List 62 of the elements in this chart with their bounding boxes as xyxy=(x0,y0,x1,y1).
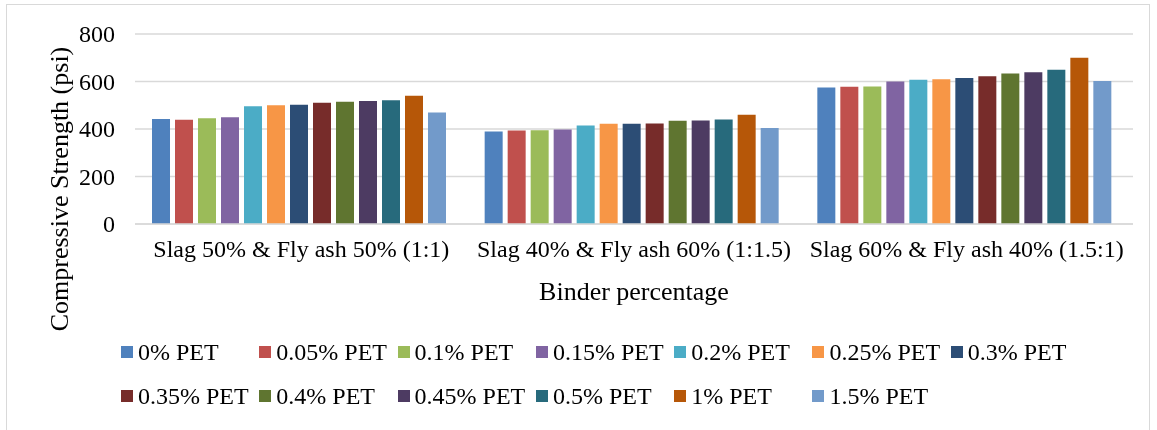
legend-label: 0.35% PET xyxy=(138,382,249,410)
bar xyxy=(760,128,779,224)
bar xyxy=(221,117,239,224)
bar xyxy=(978,76,997,224)
bar xyxy=(175,119,193,224)
legend-label: 0.5% PET xyxy=(552,382,652,410)
legend-label: 0.1% PET xyxy=(414,338,514,366)
bar xyxy=(599,123,618,224)
bar xyxy=(955,77,974,224)
bar xyxy=(714,119,733,224)
bar xyxy=(405,95,423,224)
bar xyxy=(622,123,641,224)
y-tick-label: 0 xyxy=(103,211,115,237)
legend-label: 0.3% PET xyxy=(967,338,1067,366)
legend-label: 0.15% PET xyxy=(552,338,664,366)
y-tick-label: 600 xyxy=(79,68,115,95)
bar xyxy=(382,100,400,224)
bar xyxy=(737,114,756,224)
x-axis-title: Binder percentage xyxy=(539,276,729,306)
legend-label: 0.2% PET xyxy=(691,338,790,366)
bar xyxy=(863,86,882,224)
bar xyxy=(691,120,710,224)
bar xyxy=(1047,69,1066,224)
bar xyxy=(1093,81,1112,224)
bar xyxy=(484,131,503,224)
y-tick-label: 800 xyxy=(79,21,115,47)
y-axis-title: Compressive Strength (psi) xyxy=(44,46,74,332)
bar xyxy=(553,129,572,224)
legend-label: 1.5% PET xyxy=(829,382,929,410)
bar xyxy=(840,86,859,224)
bar xyxy=(1070,57,1089,224)
legend-label: 0.25% PET xyxy=(829,338,941,366)
bar xyxy=(1024,72,1043,224)
bar xyxy=(290,104,308,224)
bar xyxy=(530,130,549,224)
x-tick-label: Slag 40% & Fly ash 60% (1:1.5) xyxy=(477,235,791,262)
bar xyxy=(152,119,170,224)
bar xyxy=(313,102,331,224)
bar xyxy=(817,87,836,224)
legend-label: 0.05% PET xyxy=(276,338,387,366)
bar xyxy=(507,130,526,224)
bar xyxy=(244,106,262,224)
bar xyxy=(359,100,377,224)
x-tick-label: Slag 60% & Fly ash 40% (1.5:1) xyxy=(809,235,1124,262)
bar xyxy=(886,81,905,224)
y-tick-label: 400 xyxy=(79,116,115,142)
legend-label: 0.45% PET xyxy=(414,382,526,410)
bar xyxy=(267,105,285,224)
bar xyxy=(198,118,216,224)
bar xyxy=(336,101,354,224)
bar xyxy=(645,123,664,224)
y-tick-label: 200 xyxy=(79,163,115,190)
x-tick-label: Slag 50% & Fly ash 50% (1:1) xyxy=(153,235,450,262)
bar xyxy=(932,79,951,224)
bar xyxy=(1001,73,1020,224)
bar xyxy=(576,125,595,224)
bar xyxy=(668,120,687,224)
legend-label: 1% PET xyxy=(691,382,772,410)
bar xyxy=(909,79,928,224)
legend-label: 0% PET xyxy=(138,338,219,366)
legend-label: 0.4% PET xyxy=(276,382,375,410)
bar xyxy=(428,112,446,224)
